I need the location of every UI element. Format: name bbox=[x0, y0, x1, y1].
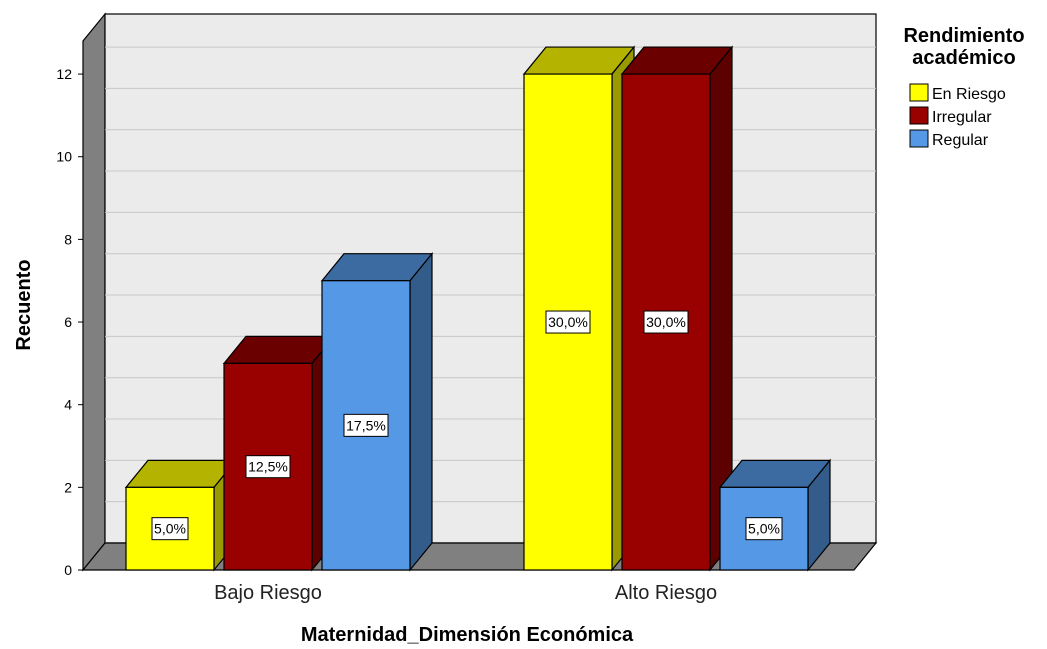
data-label-text: 30,0% bbox=[548, 314, 588, 330]
data-label: 17,5% bbox=[343, 413, 389, 437]
y-tick-label: 2 bbox=[64, 479, 72, 495]
bar bbox=[718, 458, 832, 572]
data-label-text: 12,5% bbox=[248, 459, 288, 475]
legend-label: En Riesgo bbox=[932, 86, 1006, 103]
data-label-text: 5,0% bbox=[154, 521, 186, 537]
bar bbox=[320, 252, 434, 572]
y-tick-label: 8 bbox=[64, 231, 72, 247]
y-tick-label: 0 bbox=[64, 562, 72, 578]
legend-label: Irregular bbox=[932, 109, 992, 126]
y-tick-label: 12 bbox=[56, 66, 72, 82]
bar bbox=[522, 45, 636, 572]
data-label-box bbox=[545, 310, 591, 334]
legend-swatch bbox=[909, 106, 929, 125]
bars bbox=[124, 45, 832, 572]
data-label-box bbox=[343, 413, 389, 437]
y-tick-label: 10 bbox=[56, 149, 72, 165]
data-label-box bbox=[151, 517, 189, 541]
legend: Rendimiento académico En Riesgo Irregular… bbox=[903, 25, 1024, 149]
data-label-box bbox=[245, 455, 291, 479]
data-label-text: 17,5% bbox=[346, 417, 386, 433]
y-axis-title: Recuento bbox=[13, 259, 35, 350]
y-tick-label: 4 bbox=[64, 397, 72, 413]
legend-item: Regular bbox=[909, 129, 989, 149]
y-tick-label: 6 bbox=[64, 314, 72, 330]
data-label: 12,5% bbox=[245, 455, 291, 479]
bar bbox=[222, 334, 336, 572]
data-label-box bbox=[745, 517, 783, 541]
legend-items: En Riesgo Irregular Regular bbox=[909, 83, 1006, 149]
left-wall bbox=[82, 12, 106, 572]
legend-title-line-1: Rendimiento bbox=[903, 25, 1024, 47]
data-label-box bbox=[643, 310, 689, 334]
legend-swatch bbox=[909, 129, 929, 148]
legend-item: En Riesgo bbox=[909, 83, 1006, 103]
data-label-text: 5,0% bbox=[748, 521, 780, 537]
data-label: 5,0% bbox=[151, 517, 189, 541]
data-label: 30,0% bbox=[545, 310, 591, 334]
data-label-text: 30,0% bbox=[646, 314, 686, 330]
bar-side bbox=[409, 252, 433, 572]
legend-title-line-2: académico bbox=[912, 47, 1015, 69]
legend-item: Irregular bbox=[909, 106, 992, 126]
legend-swatch bbox=[909, 83, 929, 102]
data-label: 5,0% bbox=[745, 517, 783, 541]
y-axis-ticks: 0 2 4 6 8 10 12 bbox=[56, 66, 83, 578]
x-tick-label: Alto Riesgo bbox=[615, 582, 717, 604]
x-tick-label: Bajo Riesgo bbox=[214, 582, 322, 604]
bar bbox=[620, 45, 734, 572]
legend-label: Regular bbox=[932, 132, 989, 149]
x-axis-ticks: Bajo Riesgo Alto Riesgo bbox=[214, 582, 717, 604]
data-label: 30,0% bbox=[643, 310, 689, 334]
bar bbox=[124, 458, 238, 572]
data-labels: 5,0% 12,5% 17,5% 30,0% 30,0% 5,0% bbox=[151, 310, 783, 541]
x-axis-title: Maternidad_Dimensión Económica bbox=[301, 624, 634, 646]
